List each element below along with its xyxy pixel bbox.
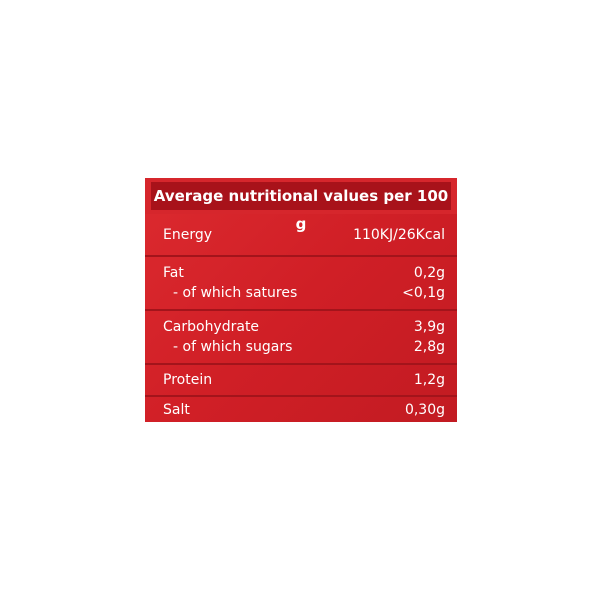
row-value: 110KJ/26Kcal: [353, 226, 445, 243]
row-label: Carbohydrate: [163, 319, 260, 335]
row-label: - of which satures: [173, 285, 298, 301]
row-value: 1,2g: [413, 372, 445, 388]
row-value: 3,9g: [413, 319, 445, 335]
row-value: 0,30g: [404, 401, 445, 418]
nutrition-label: Average nutritional values per 100 g Ene…: [145, 178, 457, 422]
row-label: Fat: [163, 265, 184, 281]
row: Carbohydrate 3,9g: [145, 317, 457, 337]
row: Energy 110KJ/26Kcal: [145, 225, 457, 245]
row: Protein 1,2g: [145, 370, 457, 390]
row-value: 0,2g: [413, 265, 445, 281]
row: - of which sugars 2,8g: [145, 337, 457, 357]
separator: [145, 255, 457, 257]
separator: [145, 309, 457, 311]
row-value: 2,8g: [413, 339, 445, 355]
header: Average nutritional values per 100 g: [145, 178, 457, 233]
row-value: <0,1g: [402, 285, 445, 301]
row-group: Energy 110KJ/26Kcal: [145, 214, 457, 255]
row-label: Protein: [163, 372, 213, 388]
header-title: Average nutritional values per 100 g: [151, 182, 451, 233]
row: - of which satures <0,1g: [145, 283, 457, 303]
separator: [145, 363, 457, 365]
row: Fat 0,2g: [145, 263, 457, 283]
row-group: Fat 0,2g - of which satures <0,1g: [145, 257, 457, 309]
separator: [145, 395, 457, 397]
row-label: Salt: [163, 401, 190, 418]
row-label: Energy: [163, 226, 213, 243]
row-group: Salt 0,30g: [145, 397, 457, 422]
row: Salt 0,30g: [145, 400, 457, 420]
row-group: Protein 1,2g: [145, 365, 457, 395]
row-label: - of which sugars: [173, 339, 293, 355]
row-group: Carbohydrate 3,9g - of which sugars 2,8g: [145, 311, 457, 363]
